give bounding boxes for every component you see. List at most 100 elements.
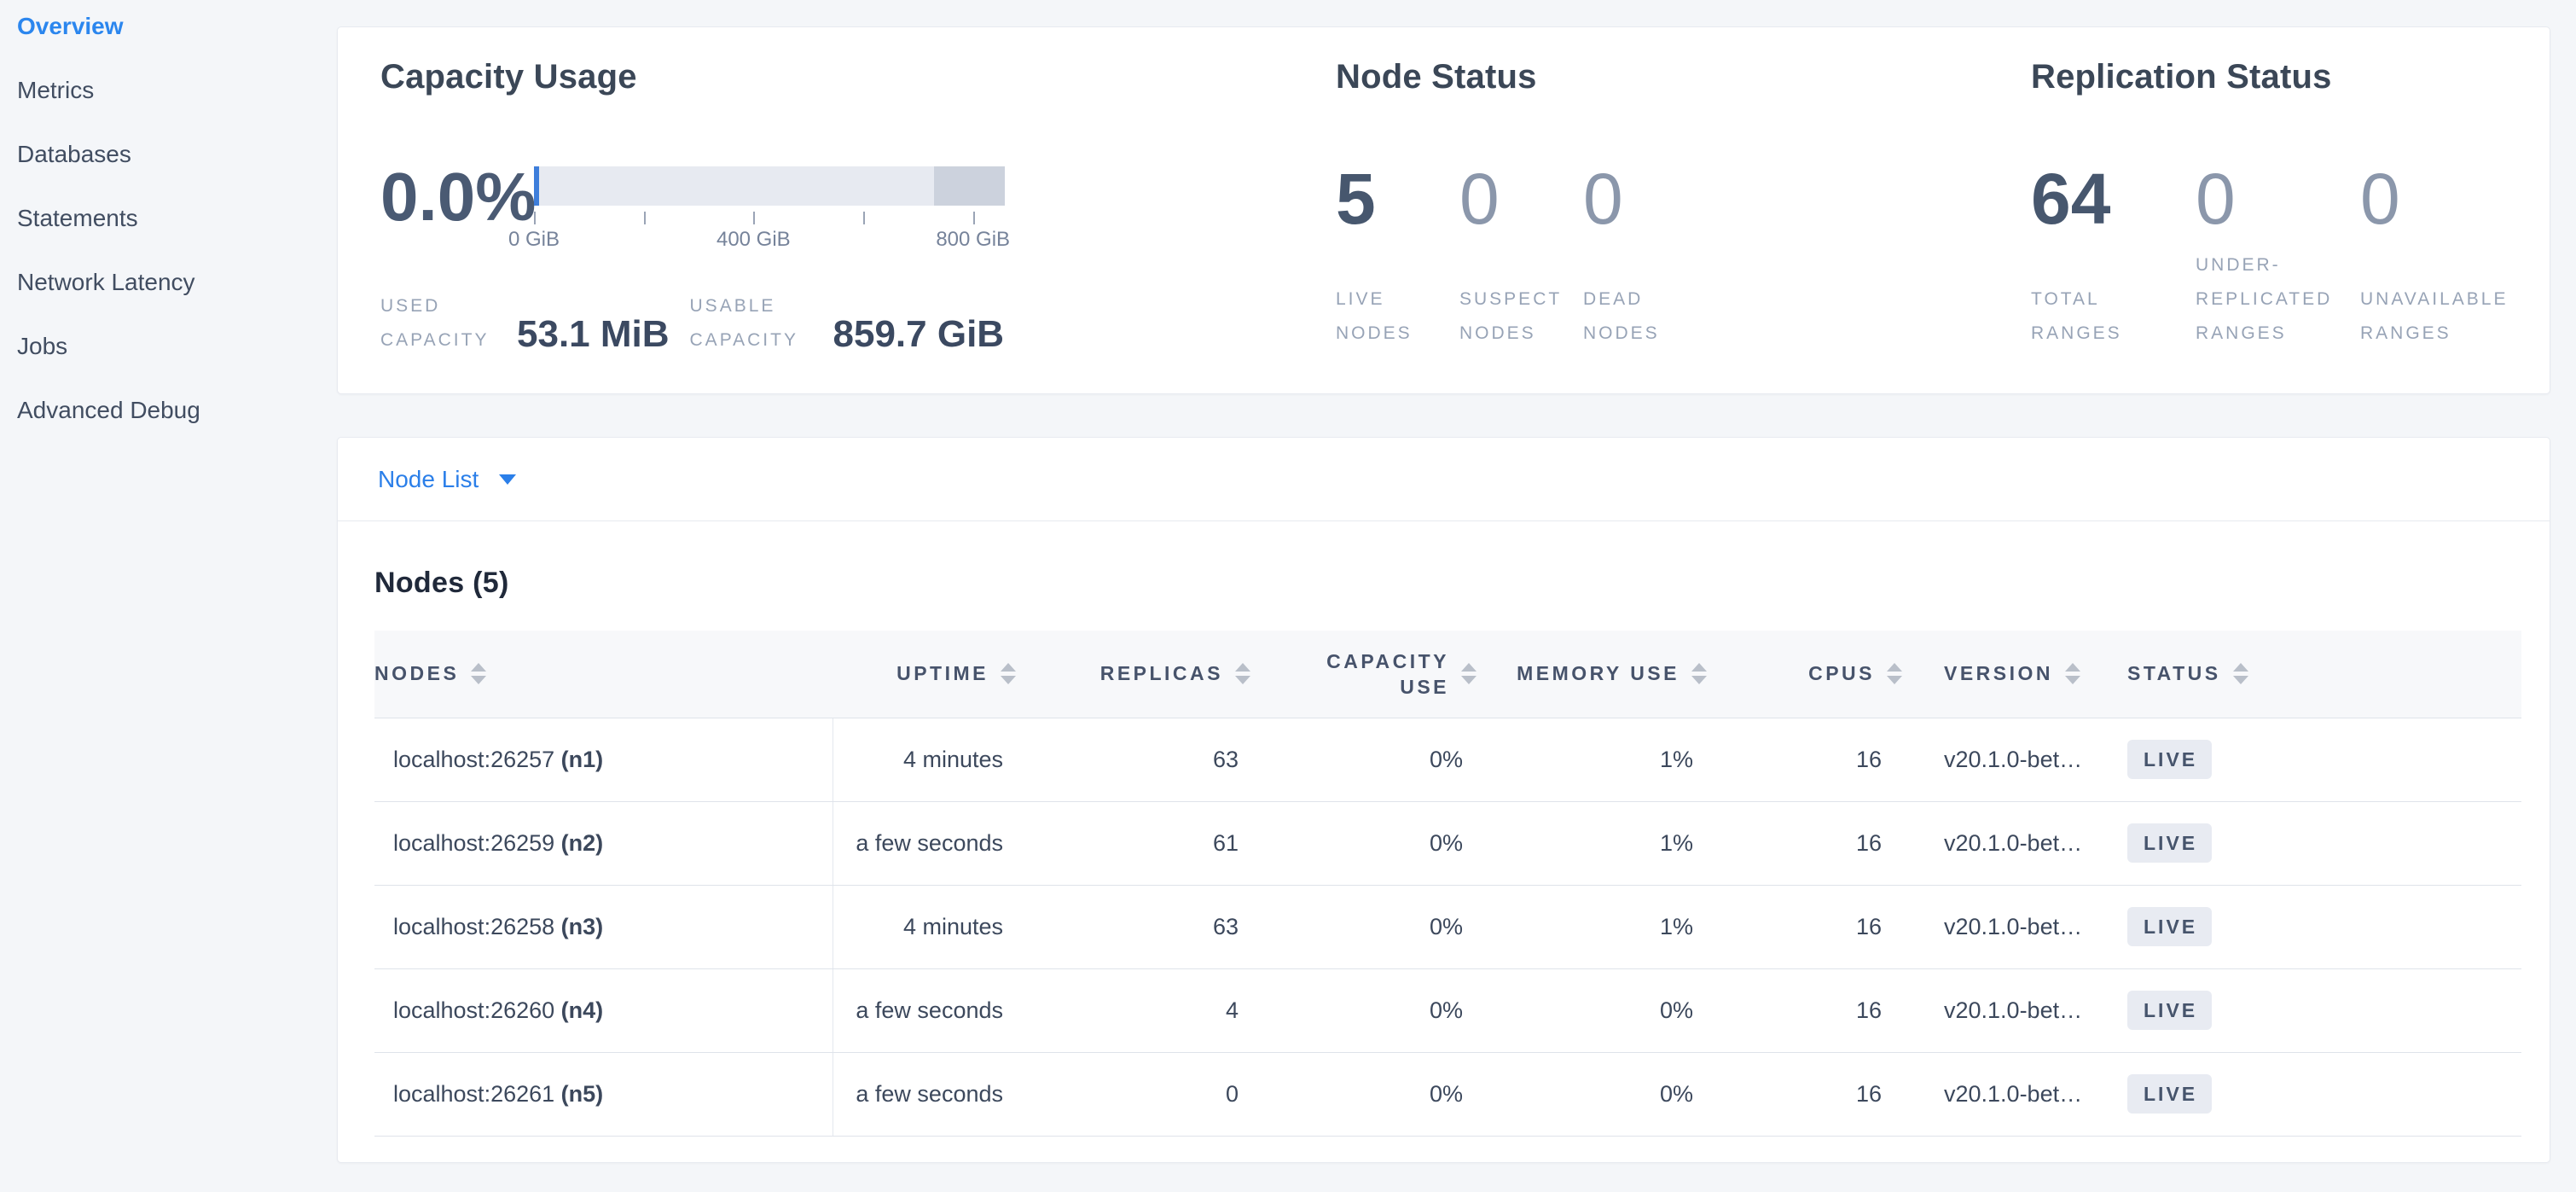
replication-status-title: Replication Status xyxy=(2031,58,2332,96)
version-cell: v20.1.0-bet… xyxy=(1916,885,2108,969)
replicas-cell: 0 xyxy=(1016,1052,1250,1137)
sidebar-item-jobs[interactable]: Jobs xyxy=(17,333,68,359)
replicas-cell: 61 xyxy=(1016,801,1250,886)
column-header-capacity_use[interactable]: CAPACITY USE xyxy=(1250,631,1477,718)
stat-total-ranges: 64 TOTAL RANGES xyxy=(2031,158,2196,351)
node-list-card: Node List Nodes (5) NODES UPTIME REPLICAS C… xyxy=(337,437,2550,1163)
stat-value: 0 xyxy=(2360,159,2400,239)
axis-tick-label: 0 GiB xyxy=(508,228,560,251)
node-id: (n1) xyxy=(560,746,604,772)
status-badge: LIVE xyxy=(2127,991,2213,1030)
stat-label: LIVE NODES xyxy=(1336,289,1413,343)
status-badge: LIVE xyxy=(2127,907,2213,946)
memory-use-cell: 0% xyxy=(1477,968,1707,1053)
table-row[interactable]: localhost:26259 (n2) a few seconds 61 0% 1% 1… xyxy=(374,801,2521,886)
stat-label: UNDER-REPLICATED RANGES xyxy=(2196,255,2333,343)
uptime-cell: 4 minutes xyxy=(833,885,1016,969)
node-id: (n3) xyxy=(560,913,604,939)
status-cell: LIVE xyxy=(2108,1052,2521,1137)
axis-tick xyxy=(643,212,646,224)
node-address-link[interactable]: localhost:26261 xyxy=(393,1080,555,1107)
column-header-nodes[interactable]: NODES xyxy=(374,631,833,718)
column-header-label: NODES xyxy=(374,662,460,685)
column-header-label: UPTIME xyxy=(896,662,989,685)
uptime-cell: 4 minutes xyxy=(833,718,1016,802)
stat-live-nodes: 5 LIVE NODES xyxy=(1336,158,1459,351)
axis-tick xyxy=(972,212,975,224)
table-row[interactable]: localhost:26261 (n5) a few seconds 0 0% 0% 16… xyxy=(374,1052,2521,1137)
node-list-dropdown-label: Node List xyxy=(378,465,479,492)
stat-label: SUSPECT NODES xyxy=(1459,289,1562,343)
column-header-cpus[interactable]: CPUS xyxy=(1707,631,1916,718)
axis-tick xyxy=(534,212,536,224)
cpus-cell: 16 xyxy=(1707,885,1916,969)
node-address-link[interactable]: localhost:26258 xyxy=(393,913,555,939)
sort-arrows-icon xyxy=(1001,663,1016,685)
sidebar-nav: Overview Metrics Databases Statements Networ… xyxy=(17,13,337,461)
node-cell: localhost:26259 (n2) xyxy=(374,801,833,886)
node-address-link[interactable]: localhost:26257 xyxy=(393,746,555,772)
cpus-cell: 16 xyxy=(1707,968,1916,1053)
capacity-use-cell: 0% xyxy=(1250,885,1477,969)
replicas-cell: 63 xyxy=(1016,718,1250,802)
node-status-section: Node Status 5 LIVE NODES 0 SUSPECT NODES 0 DE… xyxy=(1336,58,2031,393)
version-cell: v20.1.0-bet… xyxy=(1916,968,2108,1053)
stat-unavailable-ranges: 0 UNAVAILABLE RANGES xyxy=(2360,158,2525,351)
stat-value: 5 xyxy=(1336,159,1376,239)
status-badge: LIVE xyxy=(2127,1074,2213,1114)
column-header-label: VERSION xyxy=(1944,662,2054,685)
status-badge: LIVE xyxy=(2127,740,2213,779)
status-cell: LIVE xyxy=(2108,718,2521,802)
memory-use-cell: 1% xyxy=(1477,801,1707,886)
node-address-link[interactable]: localhost:26260 xyxy=(393,997,555,1023)
stat-value: 0 xyxy=(2196,159,2236,239)
column-header-label: MEMORY USE xyxy=(1517,662,1680,685)
sidebar-item-advanced-debug[interactable]: Advanced Debug xyxy=(17,397,200,423)
stat-label: UNAVAILABLE RANGES xyxy=(2360,289,2509,343)
node-cell: localhost:26258 (n3) xyxy=(374,885,833,969)
nodes-heading: Nodes (5) xyxy=(374,567,509,599)
node-list-dropdown[interactable]: Node List xyxy=(338,438,2550,521)
stat-value: 0 xyxy=(1459,159,1500,239)
axis-tick-label: 400 GiB xyxy=(716,228,791,251)
used-capacity-value: 53.1 MiB xyxy=(517,313,670,355)
column-header-uptime[interactable]: UPTIME xyxy=(833,631,1016,718)
stat-value: 64 xyxy=(2031,159,2111,239)
status-cell: LIVE xyxy=(2108,968,2521,1053)
table-row[interactable]: localhost:26258 (n3) 4 minutes 63 0% 1% 16 v20… xyxy=(374,885,2521,969)
sidebar-item-databases[interactable]: Databases xyxy=(17,141,131,167)
sidebar-item-overview[interactable]: Overview xyxy=(17,13,124,39)
column-header-replicas[interactable]: REPLICAS xyxy=(1016,631,1250,718)
sidebar-item-statements[interactable]: Statements xyxy=(17,205,138,231)
capacity-bar-axis-ticks xyxy=(534,206,1005,224)
capacity-bar-used-marker xyxy=(534,166,539,206)
sidebar-item-network-latency[interactable]: Network Latency xyxy=(17,269,195,295)
column-header-version[interactable]: VERSION xyxy=(1916,631,2108,718)
capacity-use-cell: 0% xyxy=(1250,968,1477,1053)
chevron-down-icon xyxy=(499,474,517,485)
table-row[interactable]: localhost:26260 (n4) a few seconds 4 0% 0% 16… xyxy=(374,968,2521,1053)
stat-dead-nodes: 0 DEAD NODES xyxy=(1583,158,1707,351)
used-capacity-label: USED CAPACITY xyxy=(380,296,490,350)
axis-tick-label: 800 GiB xyxy=(936,228,1011,251)
node-cell: localhost:26257 (n1) xyxy=(374,718,833,802)
sidebar-item-metrics[interactable]: Metrics xyxy=(17,77,95,103)
column-header-label: STATUS xyxy=(2127,662,2221,685)
sidebar: Overview Metrics Databases Statements Networ… xyxy=(0,0,337,1189)
node-address-link[interactable]: localhost:26259 xyxy=(393,829,555,856)
node-id: (n4) xyxy=(560,997,604,1023)
node-status-title: Node Status xyxy=(1336,58,1537,96)
replicas-cell: 63 xyxy=(1016,885,1250,969)
version-cell: v20.1.0-bet… xyxy=(1916,718,2108,802)
capacity-bar-chart: 0 GiB 400 GiB 800 GiB xyxy=(508,156,1010,252)
sort-arrows-icon xyxy=(1887,663,1902,685)
column-header-status[interactable]: STATUS xyxy=(2108,631,2521,718)
axis-tick xyxy=(863,212,865,224)
table-row[interactable]: localhost:26257 (n1) 4 minutes 63 0% 1% 16 v20… xyxy=(374,718,2521,802)
capacity-bar-track xyxy=(534,166,1005,206)
column-header-memory_use[interactable]: MEMORY USE xyxy=(1477,631,1707,718)
node-id: (n2) xyxy=(560,829,604,856)
axis-tick xyxy=(753,212,756,224)
main-content: Capacity Usage 0.0% 0 GiB 400 GiB 800 GiB … xyxy=(337,0,2576,1192)
status-cell: LIVE xyxy=(2108,801,2521,886)
